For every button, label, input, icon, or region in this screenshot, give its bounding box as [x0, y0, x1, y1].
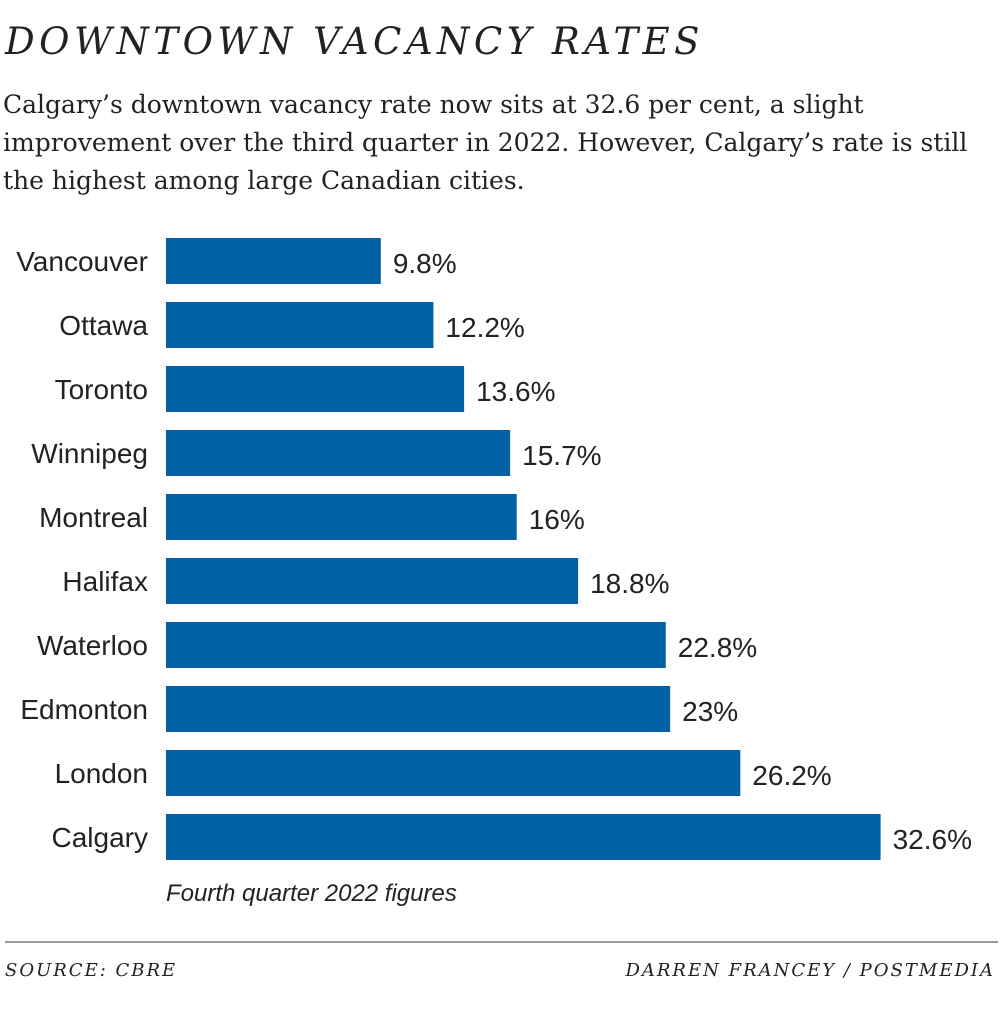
value-label: 9.8%: [393, 248, 457, 279]
value-label: 13.6%: [476, 376, 555, 407]
value-label: 15.7%: [522, 440, 601, 471]
value-label: 12.2%: [445, 312, 524, 343]
category-label: Edmonton: [20, 694, 148, 725]
value-label: 26.2%: [752, 760, 831, 791]
bar-vancouver: [166, 238, 381, 284]
category-label: Winnipeg: [31, 438, 148, 469]
category-label: Toronto: [55, 374, 148, 405]
value-label: 16%: [529, 504, 585, 535]
category-label: Ottawa: [59, 310, 148, 341]
chart-note: Fourth quarter 2022 figures: [166, 880, 457, 907]
value-label: 18.8%: [590, 568, 669, 599]
bar-ottawa: [166, 302, 434, 348]
bar-winnipeg: [166, 430, 511, 476]
category-label: Halifax: [62, 566, 148, 597]
bar-halifax: [166, 558, 579, 604]
bar-calgary: [166, 814, 881, 860]
bar-london: [166, 750, 741, 796]
bar-edmonton: [166, 686, 671, 732]
chart-subtitle: Calgary’s downtown vacancy rate now sits…: [3, 90, 968, 195]
chart-title: DOWNTOWN VACANCY RATES: [5, 20, 705, 63]
bar-waterloo: [166, 622, 666, 668]
category-label: London: [55, 758, 148, 789]
bar-toronto: [166, 366, 465, 412]
category-label: Calgary: [52, 822, 148, 853]
bar-montreal: [166, 494, 517, 540]
category-label: Vancouver: [16, 246, 148, 277]
category-label: Montreal: [39, 502, 148, 533]
value-label: 32.6%: [893, 824, 972, 855]
category-label: Waterloo: [37, 630, 148, 661]
value-label: 23%: [682, 696, 738, 727]
source-text: SOURCE: CBRE: [5, 960, 178, 981]
credit-text: DARREN FRANCEY / POSTMEDIA: [625, 960, 995, 981]
value-label: 22.8%: [678, 632, 757, 663]
divider: [5, 941, 998, 943]
